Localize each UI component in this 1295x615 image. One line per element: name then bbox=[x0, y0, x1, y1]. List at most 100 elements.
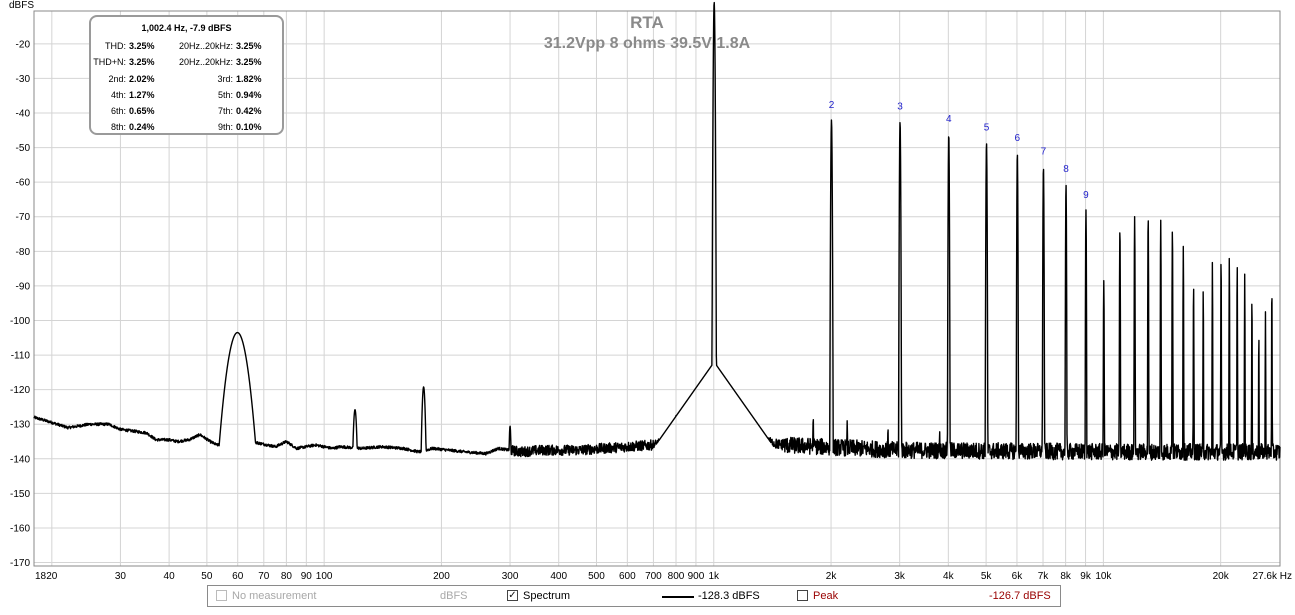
harmonic-label: 7 bbox=[1041, 147, 1047, 158]
thd-band-label: 20Hz..20kHz: bbox=[178, 41, 233, 51]
spectrum-trace bbox=[33, 1, 1281, 461]
spectrum-value: -128.3 dBFS bbox=[698, 590, 760, 602]
h3-label: 3rd: bbox=[217, 74, 233, 84]
x-tick-label: 50 bbox=[201, 571, 213, 582]
no-measurement-unit: dBFS bbox=[440, 590, 468, 602]
thdn-value: 3.25% bbox=[129, 57, 155, 67]
x-tick-label: 900 bbox=[688, 571, 705, 582]
y-tick-label: -170 bbox=[10, 558, 30, 569]
thdn-label: THD+N: bbox=[93, 57, 126, 67]
h3-value: 1.82% bbox=[236, 74, 262, 84]
h2-value: 2.02% bbox=[129, 74, 155, 84]
harmonic-label: 2 bbox=[829, 100, 835, 111]
x-tick-label: 2k bbox=[826, 571, 838, 582]
x-tick-label: 20k bbox=[1213, 571, 1230, 582]
h5-value: 0.94% bbox=[236, 90, 262, 100]
legend-bar: No measurement dBFS ✓ Spectrum -128.3 dB… bbox=[207, 585, 1061, 607]
y-tick-label: -110 bbox=[11, 351, 31, 362]
y-tick-label: -80 bbox=[16, 247, 31, 258]
x-tick-label: 1k bbox=[708, 571, 720, 582]
y-tick-label: -150 bbox=[10, 489, 30, 500]
y-axis-ticks: -20 -30 -40 -50 -60 -70 -80 -90 -100 -110 -120 -130… bbox=[10, 39, 30, 569]
no-measurement-checkbox[interactable] bbox=[216, 590, 227, 601]
x-tick-label: 6k bbox=[1012, 571, 1024, 582]
spectrum-label: Spectrum bbox=[523, 590, 571, 602]
x-tick-label: 7k bbox=[1038, 571, 1050, 582]
y-tick-label: -70 bbox=[16, 212, 31, 223]
y-tick-label: -120 bbox=[10, 385, 30, 396]
h7-label: 7th: bbox=[217, 106, 233, 116]
grid-lines bbox=[34, 11, 1280, 566]
y-tick-label: -90 bbox=[16, 281, 31, 292]
x-tick-label: 3k bbox=[894, 571, 906, 582]
x-tick-label: 500 bbox=[588, 571, 605, 582]
chart-title: RTA bbox=[630, 13, 664, 32]
x-tick-label: 10k bbox=[1095, 571, 1112, 582]
x-tick-label: 90 bbox=[301, 571, 313, 582]
x-tick-label: 80 bbox=[281, 571, 293, 582]
x-tick-label: 5k bbox=[981, 571, 993, 582]
x-tick-label: 700 bbox=[645, 571, 662, 582]
harmonic-label: 4 bbox=[946, 114, 952, 125]
harmonic-label: 9 bbox=[1083, 190, 1089, 201]
y-tick-label: -50 bbox=[16, 143, 31, 154]
y-tick-label: -100 bbox=[10, 316, 30, 327]
thd-value: 3.25% bbox=[129, 41, 155, 51]
x-tick-label: 40 bbox=[164, 571, 176, 582]
peak-checkbox[interactable] bbox=[797, 590, 808, 601]
h6-value: 0.65% bbox=[129, 106, 155, 116]
plot-frame bbox=[33, 10, 1281, 567]
y-tick-label: -160 bbox=[10, 523, 30, 534]
h2-label: 2nd: bbox=[108, 74, 126, 84]
harmonics-header: 1,002.4 Hz, -7.9 dBFS bbox=[141, 23, 232, 33]
x-tick-label: 18 bbox=[35, 571, 47, 582]
h9-label: 9th: bbox=[217, 122, 233, 132]
x-tick-label: 20 bbox=[46, 571, 58, 582]
y-axis-label: dBFS bbox=[9, 0, 34, 11]
x-tick-label: 4k bbox=[943, 571, 955, 582]
y-tick-label: -40 bbox=[16, 109, 31, 120]
h7-value: 0.42% bbox=[236, 106, 262, 116]
x-tick-label: 30 bbox=[115, 571, 127, 582]
harmonic-label: 5 bbox=[984, 122, 990, 133]
x-tick-label: 400 bbox=[550, 571, 567, 582]
spectrum-checkbox[interactable]: ✓ bbox=[507, 590, 518, 601]
x-tick-label: 60 bbox=[232, 571, 244, 582]
spectrum-line-swatch bbox=[662, 596, 694, 598]
h4-value: 1.27% bbox=[129, 90, 155, 100]
no-measurement-label: No measurement bbox=[232, 590, 317, 602]
y-tick-label: -130 bbox=[10, 420, 30, 431]
y-tick-label: -140 bbox=[10, 454, 30, 465]
h9-value: 0.10% bbox=[236, 122, 262, 132]
h5-label: 5th: bbox=[217, 90, 233, 100]
harmonic-label: 6 bbox=[1015, 133, 1021, 144]
harmonics-box[interactable]: 1,002.4 Hz, -7.9 dBFS THD: 3.25% 20Hz..2… bbox=[89, 15, 284, 135]
x-tick-label: 70 bbox=[258, 571, 270, 582]
harmonic-labels: 2 3 4 5 6 7 8 9 bbox=[829, 100, 1089, 201]
thdn-band-value: 3.25% bbox=[236, 57, 262, 67]
x-tick-label: 100 bbox=[316, 571, 333, 582]
x-tick-label: 27.6k Hz bbox=[1253, 571, 1292, 582]
harmonic-label: 3 bbox=[897, 102, 903, 113]
thd-label: THD: bbox=[105, 41, 126, 51]
harmonic-label: 8 bbox=[1063, 164, 1069, 175]
x-axis-ticks: 18 20 30 40 50 60 70 80 90 100 200 300 400 500 600 700 8… bbox=[35, 571, 1292, 582]
x-tick-label: 200 bbox=[433, 571, 450, 582]
x-tick-label: 9k bbox=[1080, 571, 1092, 582]
chart-subtitle: 31.2Vpp 8 ohms 39.5V 1.8A bbox=[544, 35, 751, 52]
y-tick-label: -20 bbox=[16, 39, 31, 50]
peak-label: Peak bbox=[813, 590, 839, 602]
peak-value: -126.7 dBFS bbox=[989, 590, 1051, 602]
x-tick-label: 800 bbox=[668, 571, 685, 582]
x-tick-label: 600 bbox=[619, 571, 636, 582]
h4-label: 4th: bbox=[110, 90, 126, 100]
spectrum-line bbox=[33, 1, 1281, 461]
thdn-band-label: 20Hz..20kHz: bbox=[178, 57, 233, 67]
x-tick-label: 300 bbox=[502, 571, 519, 582]
h6-label: 6th: bbox=[110, 106, 126, 116]
h8-value: 0.24% bbox=[129, 122, 155, 132]
y-tick-label: -60 bbox=[16, 178, 31, 189]
x-tick-label: 8k bbox=[1060, 571, 1072, 582]
